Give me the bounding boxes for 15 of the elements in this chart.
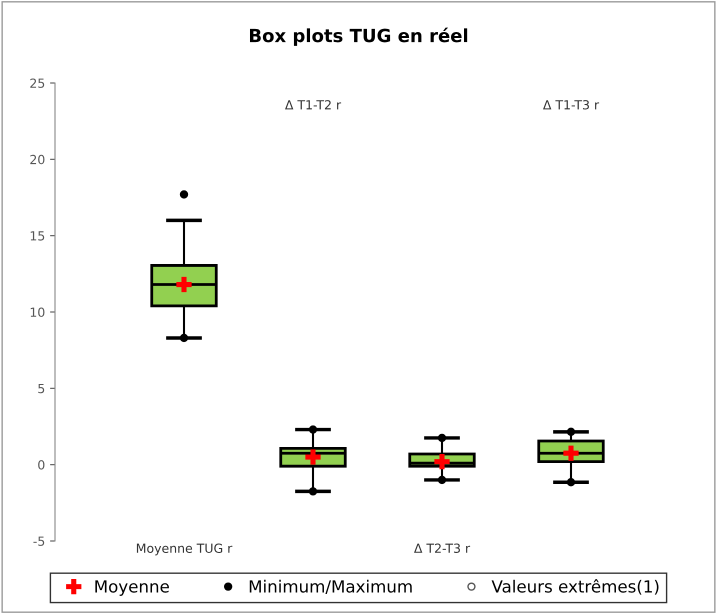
y-tick-label: 15: [30, 231, 44, 241]
y-tick-label: 0: [38, 460, 44, 470]
legend-label: Moyenne: [95, 580, 169, 596]
y-tick-label: 25: [30, 78, 44, 88]
x-tick-label: Moyenne TUG r: [136, 544, 232, 556]
x-tick-label: Δ T2-T3 r: [414, 544, 470, 553]
y-tick-label: 20: [30, 154, 44, 164]
y-tick-label: 10: [30, 307, 44, 317]
y-tick-label: -5: [33, 536, 44, 546]
x-tick-label: Δ T1-T3 r: [543, 100, 600, 110]
legend-label: Minimum/Maximum: [250, 580, 412, 594]
legend-label: Valeurs extrêmes(1): [492, 579, 658, 595]
x-tick-label: Δ T1-T2 r: [285, 100, 342, 110]
chart-title: Box plots TUG en réel: [250, 28, 468, 46]
y-tick-label: 5: [38, 384, 44, 394]
